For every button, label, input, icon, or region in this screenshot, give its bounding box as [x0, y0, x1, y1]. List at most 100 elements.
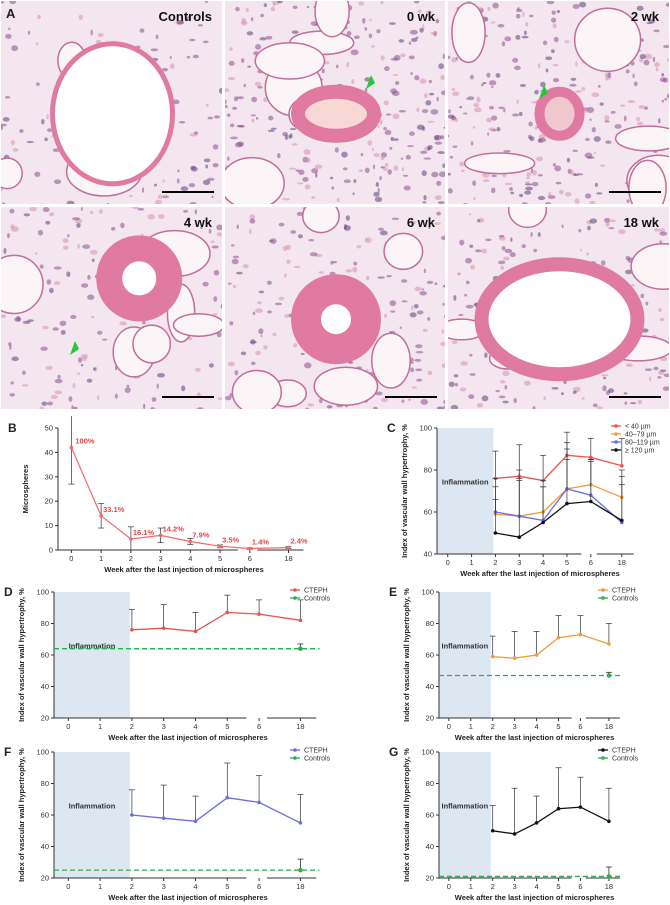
data-point: [493, 531, 498, 535]
y-tick-label: 40: [424, 550, 432, 559]
data-point: [589, 455, 593, 460]
x-tick-label: 5: [556, 722, 560, 731]
x-axis-label: Week after the last injection of microsp…: [455, 733, 615, 742]
y-tick-label: 100: [421, 588, 434, 597]
x-tick-label: 6: [589, 558, 593, 567]
y-tick-label: 10: [45, 521, 53, 530]
micrograph-tile: 0 wk: [224, 0, 446, 205]
y-axis-label: Microspheres: [21, 465, 30, 514]
data-point: [218, 544, 222, 549]
y-tick-label: 50: [45, 424, 53, 433]
x-axis-label: Week after the last injection of microsp…: [460, 569, 620, 578]
x-axis-label: Week after the last injection of microsp…: [104, 565, 264, 574]
y-tick-label: 20: [45, 497, 53, 506]
x-tick-label: 3: [162, 722, 166, 731]
legend-label: Controls: [304, 596, 331, 603]
inflammation-region: [54, 592, 130, 718]
series-line: [492, 806, 610, 835]
y-axis-label: Index of vascular wall hypertrophy, %: [17, 748, 26, 882]
x-tick-label: 1: [98, 882, 102, 891]
y-tick-label: 80: [41, 619, 49, 628]
data-point: [512, 832, 517, 836]
legend-marker: [601, 588, 605, 592]
data-label: 100%: [75, 437, 95, 446]
x-tick-label: 5: [565, 558, 569, 567]
data-point: [298, 618, 303, 623]
x-tick-label: 2: [129, 554, 133, 563]
micrograph-tile: 4 wk: [0, 206, 223, 410]
legend-marker: [601, 748, 605, 752]
data-point: [298, 821, 303, 825]
x-tick-label: 0: [447, 722, 451, 731]
series-line: [131, 611, 301, 633]
x-tick-label: 5: [556, 882, 560, 891]
x-tick-label: 4: [193, 882, 197, 891]
control-point: [606, 874, 612, 879]
chart-b: B 0 10 20 30 40 50 0 1 2 3 4 5 6 18 Week after the last…: [8, 416, 308, 574]
inflammation-region: [439, 752, 491, 878]
x-tick-label: 3: [513, 882, 517, 891]
data-point: [578, 632, 583, 637]
data-point: [512, 656, 517, 660]
inflammation-label: Inflammation: [442, 478, 489, 487]
y-tick-label: 40: [426, 682, 434, 691]
data-label: 33.1%: [103, 505, 125, 514]
micrograph-label: 4 wk: [183, 215, 212, 230]
micrograph-label: 2 wk: [630, 9, 659, 24]
x-tick-label: 18: [296, 722, 304, 731]
data-point: [620, 518, 624, 523]
control-point: [606, 673, 612, 678]
data-point: [286, 545, 291, 550]
y-tick-label: 100: [36, 748, 49, 757]
data-point: [607, 642, 611, 646]
x-tick-label: 18: [605, 882, 613, 891]
y-tick-label: 30: [45, 472, 53, 481]
y-tick-label: 20: [426, 874, 434, 883]
data-point: [161, 816, 166, 820]
x-tick-label: 18: [284, 554, 292, 563]
data-label: 16.1%: [133, 528, 155, 537]
data-point: [534, 653, 539, 657]
data-label: 3.5%: [222, 535, 239, 544]
y-tick-label: 60: [426, 651, 434, 660]
data-point: [158, 533, 163, 538]
y-tick-label: 0: [49, 546, 53, 555]
y-tick-label: 40: [426, 842, 434, 851]
micrograph-tile: 6 wk: [224, 206, 446, 410]
inflammation-region: [439, 592, 491, 718]
legend-label: Controls: [304, 756, 331, 763]
y-tick-label: 60: [41, 811, 49, 820]
x-tick-label: 4: [534, 722, 538, 731]
panel-letter: D: [4, 585, 13, 599]
micrograph-label: 6 wk: [406, 215, 435, 230]
x-tick-label: 18: [618, 558, 626, 567]
control-point: [298, 646, 303, 651]
data-point: [257, 612, 261, 616]
x-tick-label: 5: [225, 722, 229, 731]
x-tick-label: 2: [491, 722, 495, 731]
data-point: [225, 610, 230, 615]
data-point: [517, 535, 522, 539]
data-point: [248, 546, 252, 551]
data-point: [556, 635, 561, 640]
micrograph-tile: 18 wk: [447, 206, 670, 410]
panel-letter-a: A: [6, 6, 16, 21]
y-tick-label: 100: [419, 424, 432, 433]
micrograph-tile: Controls: [0, 0, 223, 205]
x-tick-label: 6: [248, 554, 252, 563]
y-tick-label: 100: [421, 748, 434, 757]
x-tick-label: 6: [578, 722, 582, 731]
legend-label: CTEPH: [304, 588, 328, 595]
x-tick-label: 3: [159, 554, 163, 563]
series-line: [495, 500, 623, 538]
inflammation-region: [54, 752, 130, 878]
legend-marker: [614, 424, 618, 428]
chart-d: D Inflammation 20 40 60 80 100 0 1 2 3 4 5 6 18 Week af…: [4, 585, 331, 742]
x-tick-label: 2: [130, 882, 134, 891]
x-tick-label: 6: [257, 882, 261, 891]
y-axis-label: Index of vascular wall hypertrophy, %: [400, 424, 409, 558]
x-tick-label: 3: [517, 558, 521, 567]
y-tick-label: 40: [41, 842, 49, 851]
x-tick-label: 2: [130, 722, 134, 731]
panel-letter: F: [4, 745, 11, 759]
